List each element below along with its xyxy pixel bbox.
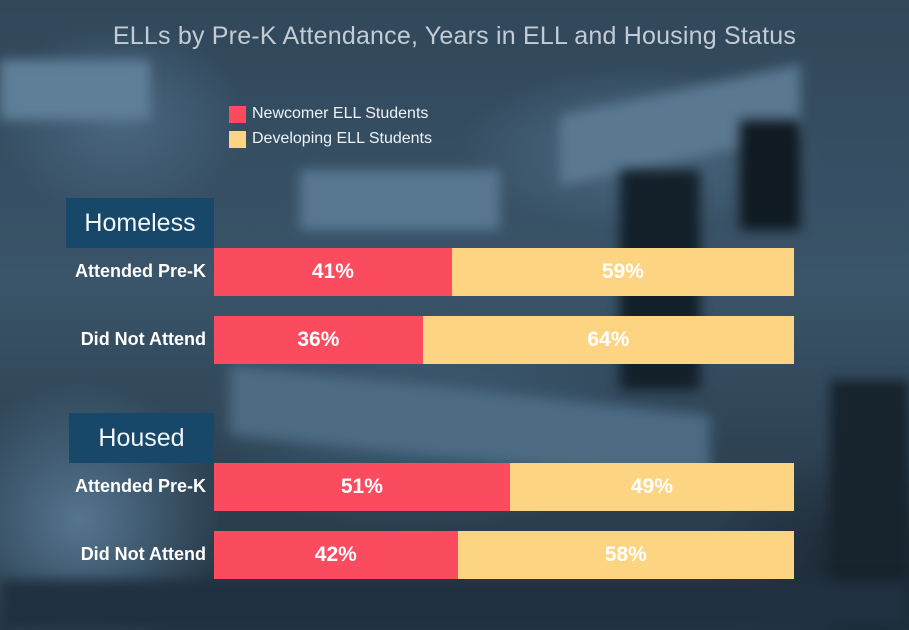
bar-segment-homeless-attended-pre-k-developing: 59% <box>451 248 794 296</box>
legend-label-developing: Developing ELL Students <box>252 130 432 147</box>
row-label-homeless-attended-pre-k: Attended Pre-K <box>74 261 206 281</box>
row-label-housed-attended-pre-k: Attended Pre-K <box>74 476 206 496</box>
data-label: 42% <box>314 543 357 566</box>
bar-segment-housed-did-not-attend-developing: 58% <box>457 531 794 579</box>
row-label-homeless-did-not-attend: Did Not Attend <box>80 329 206 349</box>
group-header-homeless: Homeless <box>66 198 214 248</box>
row-label-housed-did-not-attend: Did Not Attend <box>80 544 206 564</box>
bar-segment-housed-attended-pre-k-newcomer: 51% <box>214 463 510 511</box>
legend-item-newcomer: Newcomer ELL Students <box>229 105 428 123</box>
legend-swatch-newcomer <box>229 105 246 123</box>
data-label: 36% <box>297 328 340 351</box>
chart-title: ELLs by Pre-K Attendance, Years in ELL a… <box>112 22 797 50</box>
legend-label-newcomer: Newcomer ELL Students <box>252 105 429 122</box>
data-label: 64% <box>587 328 630 351</box>
data-label: 41% <box>311 260 354 283</box>
bar-segment-homeless-did-not-attend-developing: 64% <box>422 316 794 364</box>
legend-item-developing: Developing ELL Students <box>229 130 432 148</box>
data-label: 51% <box>340 475 383 498</box>
data-label: 59% <box>601 260 644 283</box>
bar-segment-homeless-attended-pre-k-newcomer: 41% <box>214 248 452 296</box>
bar-segment-homeless-did-not-attend-newcomer: 36% <box>214 316 423 364</box>
bar-segment-housed-attended-pre-k-developing: 49% <box>509 463 794 511</box>
legend-swatch-developing <box>229 130 246 148</box>
data-label: 49% <box>630 475 673 498</box>
data-label: 58% <box>604 543 647 566</box>
bar-segment-housed-did-not-attend-newcomer: 42% <box>214 531 458 579</box>
group-header-housed: Housed <box>69 413 214 463</box>
